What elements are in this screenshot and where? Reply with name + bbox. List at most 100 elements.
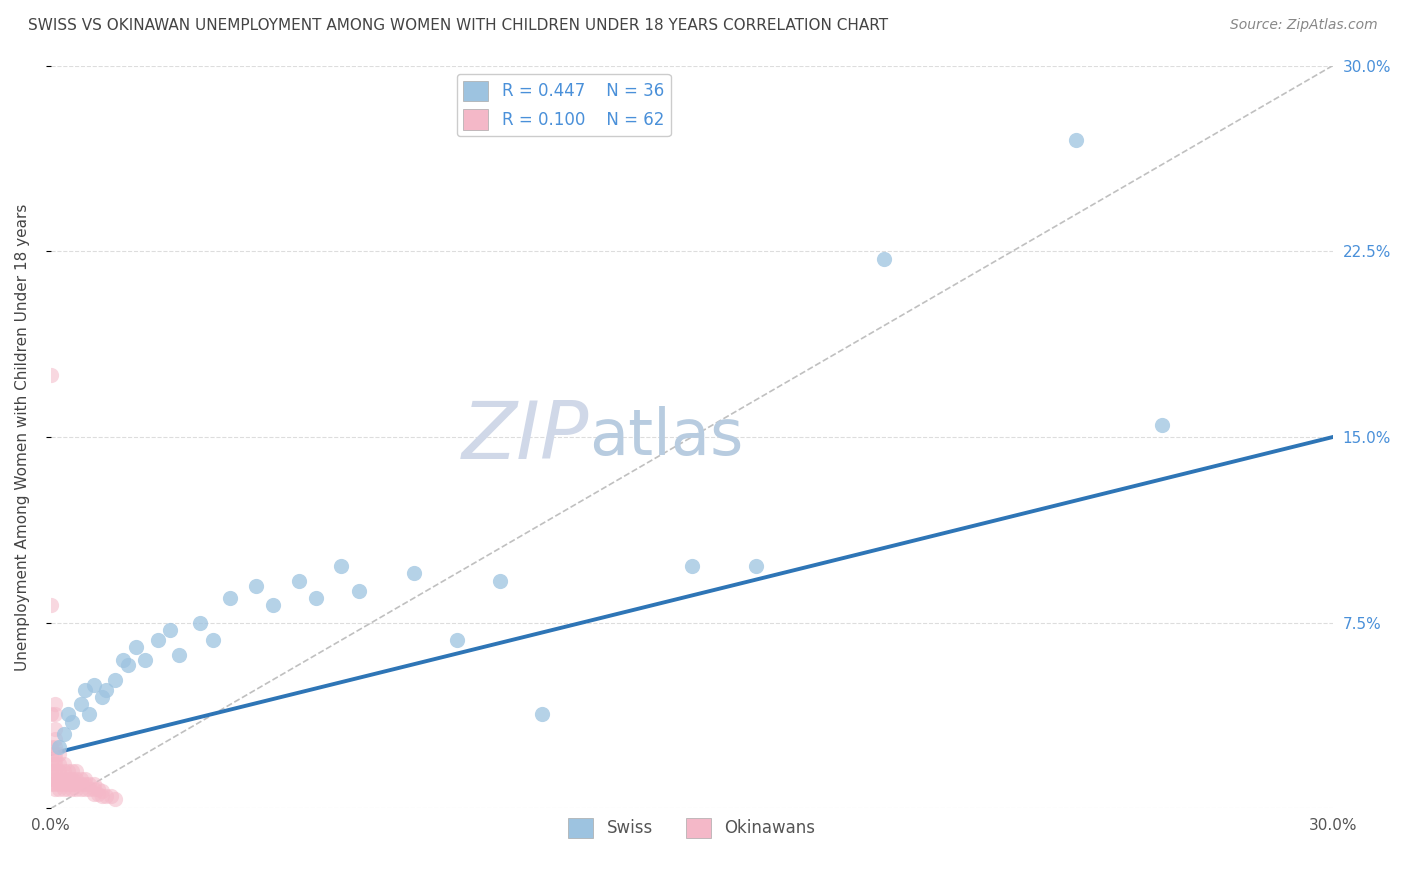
Point (44, 698, 66, 712)
Point (48, 781, 70, 796)
Y-axis label: Unemployment Among Women with Children Under 18 years: Unemployment Among Women with Children U… (15, 203, 30, 671)
Point (79, 777, 101, 791)
Point (1150, 417, 1173, 432)
Point (65, 777, 87, 791)
Point (159, 623, 181, 637)
Point (117, 657, 139, 672)
Point (73, 777, 96, 791)
Point (112, 653, 135, 667)
Point (39, 756, 62, 771)
Point (69, 772, 91, 786)
Point (87, 781, 110, 796)
Point (681, 558, 703, 573)
Point (69, 777, 91, 791)
Text: ZIP: ZIP (463, 398, 589, 476)
Point (104, 673, 127, 687)
Point (402, 566, 425, 581)
Point (39, 707, 62, 722)
Point (44, 772, 66, 786)
Point (202, 633, 225, 648)
Point (65, 781, 87, 796)
Point (65, 764, 87, 779)
Point (96, 682, 118, 697)
Point (44, 722, 66, 736)
Point (262, 599, 284, 613)
Point (48, 764, 70, 779)
Point (305, 591, 328, 605)
Point (39, 764, 62, 779)
Point (73, 781, 96, 796)
Point (52, 764, 75, 779)
Point (44, 777, 66, 791)
Point (245, 578, 267, 592)
Point (69, 781, 91, 796)
Point (39, 772, 62, 786)
Point (873, 252, 896, 266)
Point (91, 789, 114, 803)
Point (56, 764, 79, 779)
Point (39, 747, 62, 761)
Point (79, 781, 101, 796)
Point (52, 756, 75, 771)
Point (60, 714, 83, 729)
Point (48, 777, 70, 791)
Point (531, 707, 554, 722)
Point (330, 558, 353, 573)
Point (39, 739, 62, 754)
Point (44, 752, 66, 766)
Point (48, 772, 70, 786)
Point (52, 727, 75, 741)
Point (48, 756, 70, 771)
Legend: Swiss, Okinawans: Swiss, Okinawans (561, 811, 823, 845)
Point (134, 653, 156, 667)
Point (56, 707, 79, 722)
Point (60, 772, 83, 786)
Point (91, 690, 114, 704)
Point (44, 747, 66, 761)
Point (60, 781, 83, 796)
Point (73, 682, 96, 697)
Point (100, 789, 122, 803)
Point (44, 707, 66, 722)
Point (745, 558, 768, 573)
Point (347, 583, 370, 598)
Point (39, 777, 62, 791)
Point (446, 633, 468, 648)
Point (44, 756, 66, 771)
Point (44, 739, 66, 754)
Point (167, 648, 190, 662)
Point (52, 781, 75, 796)
Point (52, 772, 75, 786)
Point (87, 787, 110, 801)
Point (44, 781, 66, 796)
Point (60, 764, 83, 779)
Point (287, 574, 309, 588)
Point (56, 781, 79, 796)
Point (96, 789, 118, 803)
Point (56, 772, 79, 786)
Point (1066, 133, 1088, 147)
Point (48, 747, 70, 761)
Point (83, 787, 105, 801)
Text: SWISS VS OKINAWAN UNEMPLOYMENT AMONG WOMEN WITH CHILDREN UNDER 18 YEARS CORRELAT: SWISS VS OKINAWAN UNEMPLOYMENT AMONG WOM… (28, 18, 889, 33)
Text: Source: ZipAtlas.com: Source: ZipAtlas.com (1230, 18, 1378, 32)
Point (73, 772, 96, 786)
Point (79, 707, 101, 722)
Point (48, 739, 70, 754)
Point (39, 368, 62, 383)
Point (83, 678, 105, 692)
Point (190, 615, 212, 630)
Point (91, 784, 114, 798)
Point (488, 574, 510, 588)
Point (56, 777, 79, 791)
Point (83, 781, 105, 796)
Point (65, 772, 87, 786)
Point (83, 777, 105, 791)
Point (125, 640, 148, 655)
Point (39, 599, 62, 613)
Text: atlas: atlas (589, 406, 744, 468)
Point (44, 732, 66, 747)
Point (44, 764, 66, 779)
Point (219, 591, 242, 605)
Point (60, 777, 83, 791)
